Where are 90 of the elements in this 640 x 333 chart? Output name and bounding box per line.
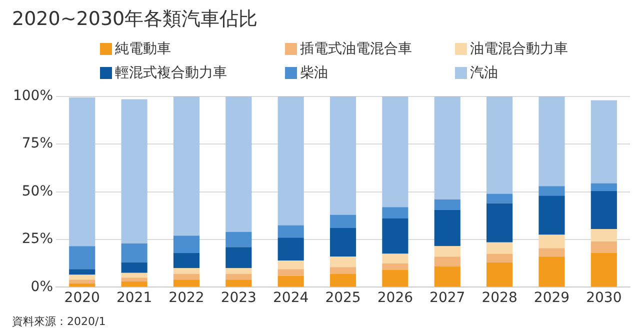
bar [590,229,617,242]
bar [382,218,408,254]
bar [590,183,617,191]
bar [278,260,304,270]
bar [69,269,96,275]
bar [330,274,356,287]
bar [121,262,148,273]
bar [173,280,200,287]
x-tick-label: 2030 [586,290,622,306]
bar [278,225,304,238]
bar [330,214,356,228]
chart-title: 2020~2030年各類汽車佔比 [12,7,258,32]
bar [173,96,200,236]
bar [382,263,408,270]
legend-label: 柴油 [299,64,329,82]
bar [226,247,252,268]
bar [434,199,460,210]
legend-label: 插電式油電混合車 [299,40,413,58]
bar [278,269,304,276]
bar [173,268,200,274]
source-note: 資料來源：2020/1 [12,314,106,329]
y-tick-label: 25% [22,231,54,248]
x-tick-label: 2026 [377,290,414,306]
bar [226,268,252,274]
bar [278,96,304,226]
legend-label: 油電混合動力車 [469,40,569,58]
bar [538,256,565,287]
bar [121,278,148,282]
bar [226,232,252,248]
bar [434,210,460,246]
bar [121,281,148,287]
bar [486,254,513,262]
bar [173,252,200,268]
bar [486,203,513,242]
bar [486,262,513,287]
x-tick-label: 2023 [220,290,256,306]
bar [538,248,565,257]
x-tick-label: 2022 [168,290,204,306]
bar [330,228,356,257]
bar [590,190,617,230]
x-tick-label: 2025 [325,290,361,306]
bar [69,283,96,287]
bar [226,274,252,280]
bar [121,243,148,262]
y-tick-label: 75% [22,136,54,152]
bar [382,270,408,287]
bar [590,252,617,287]
bar [434,96,460,200]
bar [434,256,460,266]
bar [382,207,408,219]
bar [173,274,200,280]
bar [382,254,408,264]
bar [434,266,460,287]
bar [69,97,96,246]
bar [121,272,148,278]
x-tick-label: 2020 [64,290,100,306]
legend-label: 輕混式複合動力車 [114,64,228,82]
bar [330,267,356,274]
bar [590,100,617,184]
bar [486,96,513,194]
bar [330,256,356,268]
bar [382,96,408,208]
bar [538,186,565,196]
bar [226,280,252,287]
x-tick-label: 2028 [482,290,518,306]
y-tick-label: 100% [12,88,54,104]
x-tick-label: 2021 [116,290,152,306]
bar [226,96,252,232]
bar [69,246,96,270]
y-tick-label: 0% [30,278,54,295]
bar [330,96,356,215]
bar [486,242,513,254]
bar [121,99,148,244]
bar [538,196,565,235]
bar [69,280,96,284]
bar [278,276,304,287]
legend-label: 汽油 [469,64,499,82]
bar [486,194,513,204]
bar [590,241,617,253]
x-tick-label: 2029 [534,290,570,306]
bar [69,274,96,280]
legend-label: 純電動車 [114,40,172,58]
y-tick-label: 50% [22,183,54,200]
bar [538,234,565,248]
bar [173,236,200,253]
bar [278,238,304,260]
bar [434,246,460,257]
x-tick-label: 2024 [273,290,309,306]
x-tick-label: 2027 [430,290,466,306]
bar [538,96,565,186]
